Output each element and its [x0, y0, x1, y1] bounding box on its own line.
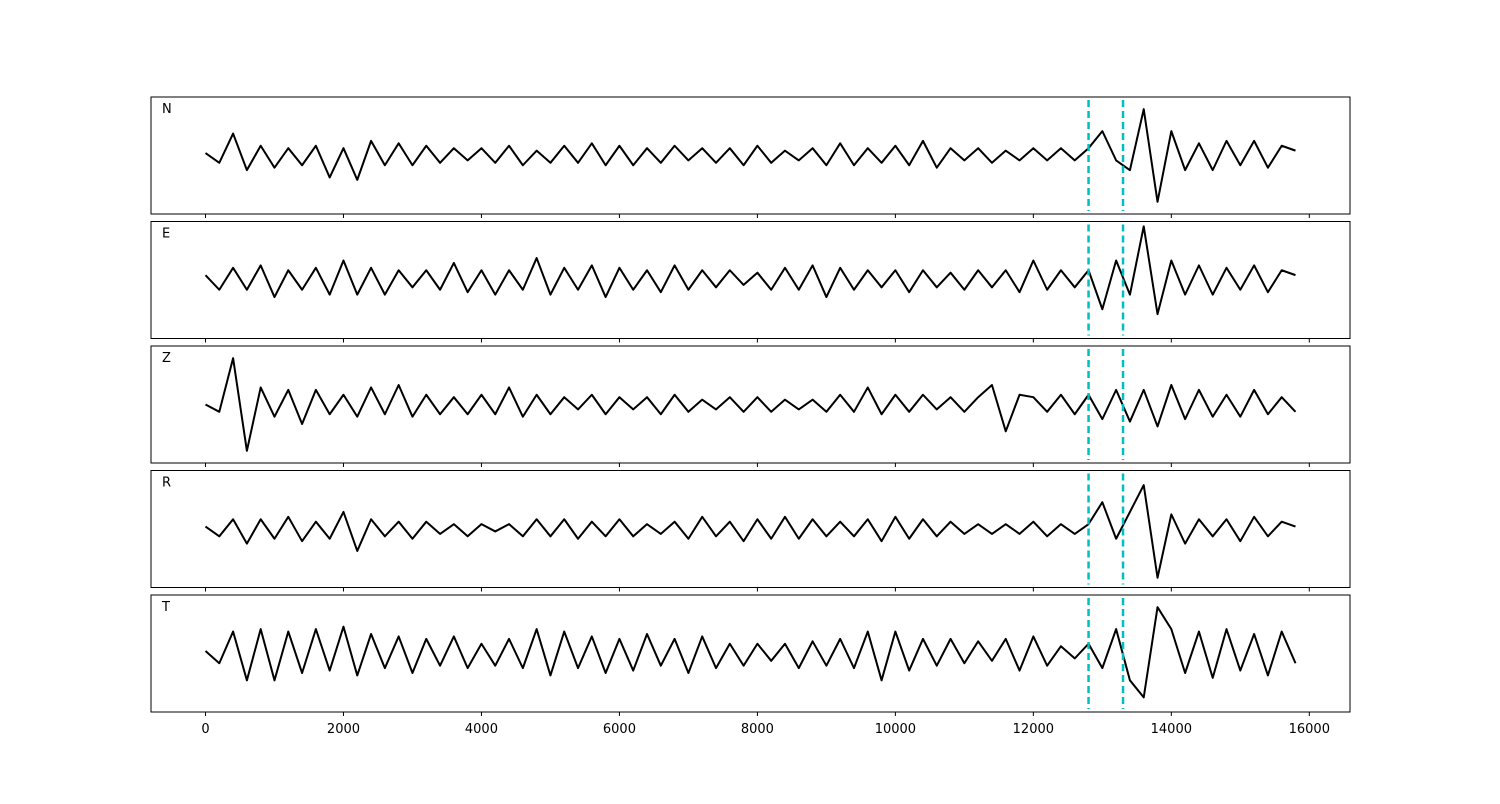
trace [205, 357, 1297, 452]
panel-label: R [162, 476, 171, 491]
panel-label: E [162, 227, 170, 242]
trace [204, 606, 1297, 699]
x-tick-label: 12000 [1013, 722, 1054, 737]
x-tick-label: 0 [201, 722, 209, 737]
x-tick-label: 2000 [327, 722, 360, 737]
panel-frame [150, 221, 1351, 339]
x-tick-label: 6000 [603, 722, 636, 737]
panel-frame [150, 345, 1351, 464]
trace [204, 484, 1296, 579]
panel-frame [150, 594, 1351, 713]
x-tick-label: 14000 [1151, 722, 1192, 737]
panel-frame [150, 470, 1351, 588]
x-tick-label: 10000 [875, 722, 916, 737]
panel-frame [150, 96, 1351, 215]
panel-label: N [162, 102, 172, 117]
x-tick-label: 16000 [1289, 722, 1330, 737]
panel-label: Z [162, 351, 171, 366]
panel-label: T [161, 600, 170, 615]
x-tick-label: 4000 [465, 722, 498, 737]
x-tick-label: 8000 [741, 722, 774, 737]
trace [204, 108, 1296, 203]
trace [204, 225, 1296, 316]
